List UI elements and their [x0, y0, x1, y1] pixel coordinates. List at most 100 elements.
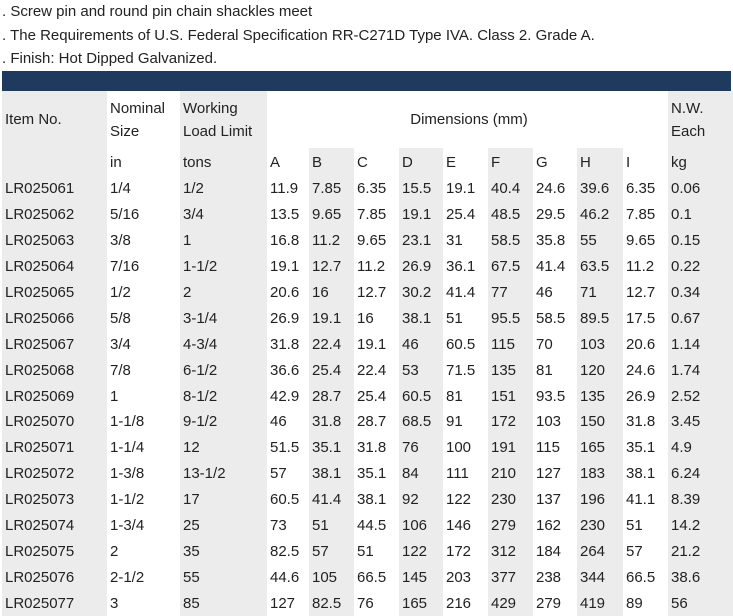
dim-cell: 30.2: [399, 279, 443, 306]
dimensions-header: Dimensions (mm): [267, 91, 668, 148]
item-no-cell: LR025077: [2, 590, 107, 616]
dim-cell: 24.6: [623, 357, 668, 384]
size-cell: 1: [107, 383, 180, 410]
dim-cell: 19.1: [399, 201, 443, 228]
dim-cell: 38.1: [309, 460, 354, 487]
weight-cell: 2.52: [668, 383, 733, 410]
dim-cell: 60.5: [399, 383, 443, 410]
net-weight-header: N.W. Each: [668, 91, 733, 148]
load-cell: 3-1/4: [180, 305, 267, 332]
dim-cell: 28.7: [354, 409, 399, 435]
load-cell: 4-3/4: [180, 331, 267, 358]
dim-cell: 26.9: [623, 383, 668, 410]
dim-cell: 184: [533, 538, 577, 565]
load-cell: 1: [180, 227, 267, 254]
weight-cell: 0.34: [668, 279, 733, 306]
dim-cell: 127: [267, 590, 309, 616]
dim-cell: 11.2: [623, 253, 668, 280]
dim-cell: 6.35: [354, 176, 399, 202]
dim-cell: 7.85: [354, 201, 399, 228]
dim-cell: 92: [399, 486, 443, 513]
dim-cell: 25.4: [443, 201, 488, 228]
load-cell: 85: [180, 590, 267, 616]
dim-cell: 16: [354, 305, 399, 332]
dim-cell: 51: [623, 512, 668, 539]
header-bar: [2, 71, 731, 91]
dim-cell: 29.5: [533, 201, 577, 228]
load-cell: 35: [180, 538, 267, 565]
dim-cell: 38.1: [354, 486, 399, 513]
load-cell: 1-1/2: [180, 253, 267, 280]
size-cell: 1/2: [107, 279, 180, 306]
dim-cell: 57: [267, 460, 309, 487]
working-load-header: Working Load Limit: [180, 91, 267, 148]
weight-cell: 4.9: [668, 434, 733, 461]
dim-cell: 38.1: [399, 305, 443, 332]
dim-cell: 9.65: [354, 227, 399, 254]
dim-cell: 105: [309, 564, 354, 591]
dim-cell: 137: [533, 486, 577, 513]
dim-cell: 44.5: [354, 512, 399, 539]
load-cell: 25: [180, 512, 267, 539]
size-cell: 1-1/2: [107, 486, 180, 513]
dim-cell: 115: [488, 331, 533, 358]
dim-cell: 25.4: [354, 383, 399, 410]
dim-cell: 35.1: [623, 434, 668, 461]
load-cell: 6-1/2: [180, 357, 267, 384]
dim-cell: 23.1: [399, 227, 443, 254]
table-body: LR025061 1/4 1/2 11.9 7.85 6.35 15.5 19.1 40.4 24…: [2, 176, 733, 616]
dim-cell: 31: [443, 227, 488, 254]
weight-cell: 1.74: [668, 357, 733, 384]
table-row: LR025070 1-1/8 9-1/2 46 31.8 28.7 68.5 91 172 103…: [2, 409, 733, 435]
dim-cell: 115: [533, 434, 577, 461]
dim-label-c: C: [354, 148, 399, 176]
item-no-cell: LR025068: [2, 357, 107, 384]
dim-cell: 68.5: [399, 409, 443, 435]
dim-cell: 58.5: [488, 227, 533, 254]
dim-cell: 203: [443, 564, 488, 591]
dim-cell: 19.1: [354, 331, 399, 358]
dim-cell: 93.5: [533, 383, 577, 410]
dim-cell: 238: [533, 564, 577, 591]
weight-cell: 56: [668, 590, 733, 616]
dim-cell: 16.8: [267, 227, 309, 254]
dim-label-g: G: [533, 148, 577, 176]
dim-label-a: A: [267, 148, 309, 176]
dim-cell: 71: [577, 279, 623, 306]
dim-cell: 11.2: [309, 227, 354, 254]
size-cell: 2-1/2: [107, 564, 180, 591]
dim-cell: 53: [399, 357, 443, 384]
dim-cell: 46: [267, 409, 309, 435]
weight-cell: 8.39: [668, 486, 733, 513]
dim-cell: 89: [623, 590, 668, 616]
size-cell: 3: [107, 590, 180, 616]
weight-cell: 21.2: [668, 538, 733, 565]
item-no-cell: LR025076: [2, 564, 107, 591]
weight-cell: 3.45: [668, 409, 733, 435]
dim-cell: 60.5: [267, 486, 309, 513]
load-cell: 1/2: [180, 176, 267, 202]
dim-cell: 151: [488, 383, 533, 410]
size-cell: 3/4: [107, 331, 180, 358]
item-no-cell: LR025069: [2, 383, 107, 410]
dim-cell: 429: [488, 590, 533, 616]
dim-cell: 26.9: [267, 305, 309, 332]
dim-cell: 51: [309, 512, 354, 539]
dim-cell: 165: [399, 590, 443, 616]
table-row: LR025068 7/8 6-1/2 36.6 25.4 22.4 53 71.5 135 81 1…: [2, 357, 733, 384]
table-row: LR025076 2-1/2 55 44.6 105 66.5 145 203 377 238 34…: [2, 564, 733, 591]
weight-cell: 0.15: [668, 227, 733, 254]
dim-cell: 38.1: [623, 460, 668, 487]
nominal-size-header: Nominal Size: [107, 91, 180, 148]
dim-cell: 103: [577, 331, 623, 358]
item-no-cell: LR025066: [2, 305, 107, 332]
dim-cell: 122: [399, 538, 443, 565]
dim-cell: 145: [399, 564, 443, 591]
dim-cell: 41.4: [309, 486, 354, 513]
table-row: LR025077 3 85 127 82.5 76 165 216 429 279 419 89 56: [2, 590, 733, 616]
dim-cell: 28.7: [309, 383, 354, 410]
dim-cell: 135: [488, 357, 533, 384]
dim-cell: 76: [354, 590, 399, 616]
dim-cell: 63.5: [577, 253, 623, 280]
item-no-cell: LR025070: [2, 409, 107, 435]
